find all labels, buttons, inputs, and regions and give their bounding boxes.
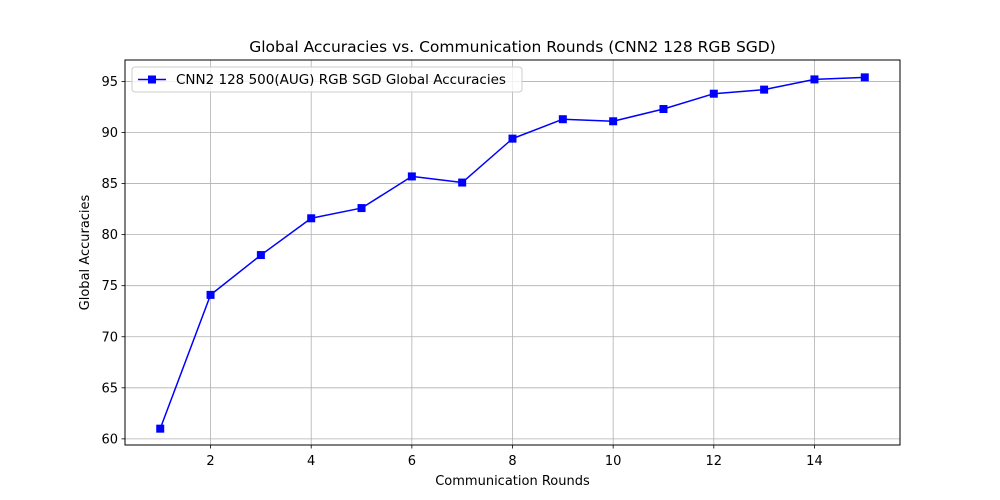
x-tick-label: 10 [605, 454, 622, 469]
y-tick-label: 90 [101, 126, 118, 141]
data-point [206, 290, 215, 299]
data-point [307, 214, 316, 223]
y-tick-label: 95 [101, 75, 118, 90]
series-layer [156, 73, 869, 433]
y-tick-label: 65 [101, 381, 118, 396]
data-point [256, 251, 265, 260]
y-axis-ticks: 60 65 70 75 80 85 90 95 [101, 75, 125, 447]
data-point [659, 105, 668, 114]
x-tick-label: 2 [206, 454, 214, 469]
legend-label: CNN2 128 500(AUG) RGB SGD Global Accurac… [176, 72, 506, 88]
x-tick-label: 14 [806, 454, 823, 469]
data-point [609, 117, 618, 126]
y-tick-label: 70 [101, 330, 118, 345]
x-tick-label: 8 [508, 454, 516, 469]
y-tick-label: 85 [101, 177, 118, 192]
x-tick-label: 4 [307, 454, 315, 469]
chart-title: Global Accuracies vs. Communication Roun… [249, 38, 776, 56]
data-point [558, 115, 567, 124]
data-point [810, 75, 819, 84]
y-tick-label: 75 [101, 279, 118, 294]
legend: CNN2 128 500(AUG) RGB SGD Global Accurac… [131, 66, 523, 93]
data-point [407, 172, 416, 181]
y-axis-title: Global Accuracies [78, 194, 93, 310]
x-axis-ticks: 2 4 6 8 10 12 14 [206, 445, 823, 469]
data-point [760, 85, 769, 94]
data-point [709, 89, 718, 98]
x-axis-title: Communication Rounds [435, 474, 590, 489]
data-point [860, 73, 869, 82]
data-point [156, 424, 165, 433]
data-point [458, 178, 467, 187]
y-tick-label: 80 [101, 228, 118, 243]
y-tick-label: 60 [101, 432, 118, 447]
data-point [357, 204, 366, 213]
legend-marker-swatch [148, 75, 156, 84]
legend-box [131, 66, 523, 93]
data-point [508, 134, 517, 143]
x-tick-label: 6 [408, 454, 416, 469]
grid [125, 60, 900, 445]
x-tick-label: 12 [706, 454, 723, 469]
